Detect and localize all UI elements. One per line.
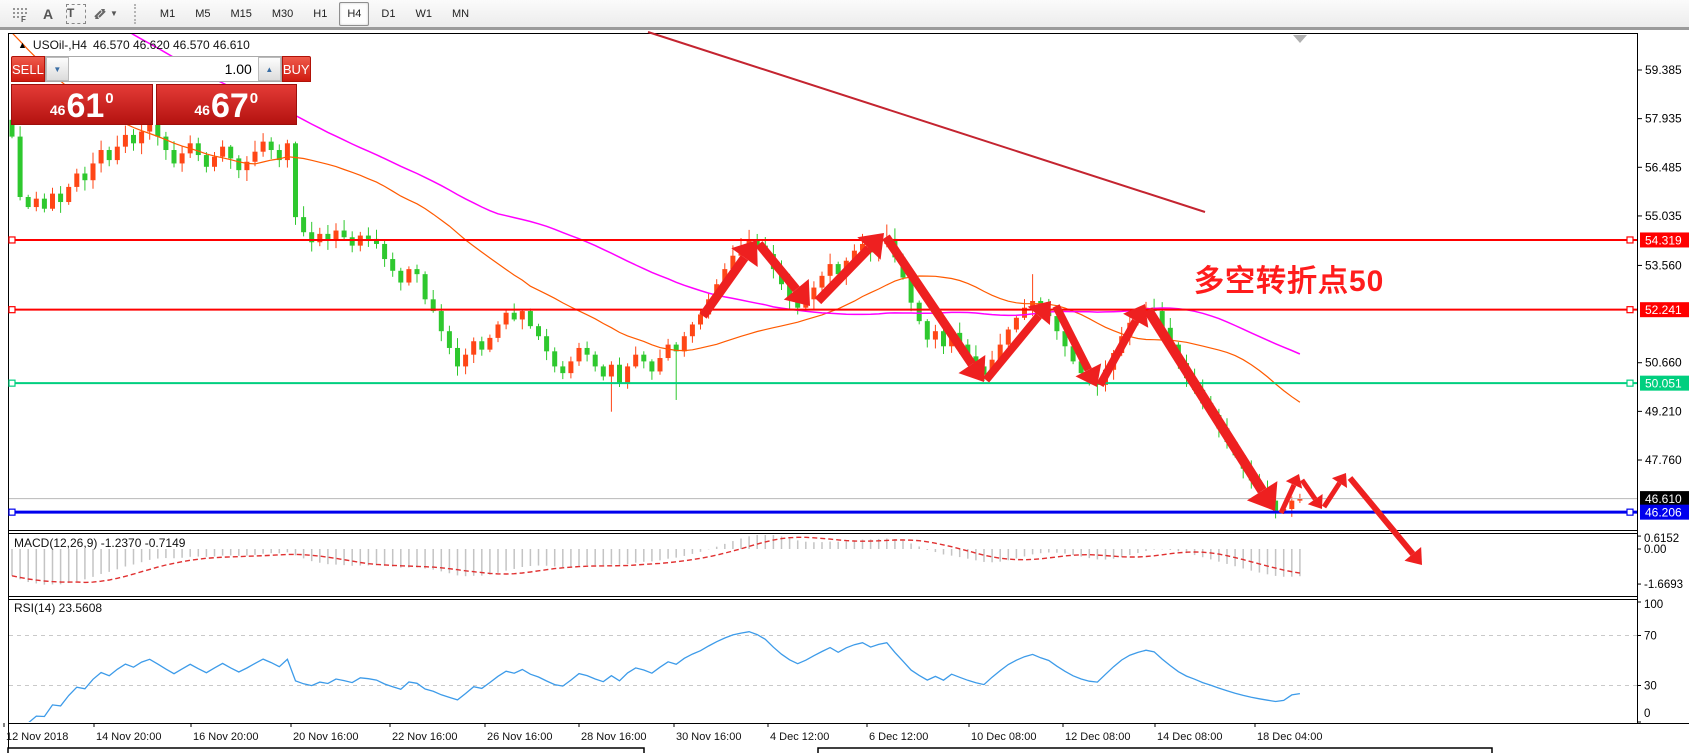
timeframe-h4-button[interactable]: H4: [339, 1, 370, 26]
rsi-tick-label: 100: [1644, 599, 1663, 611]
price-tick-label: 59.385: [1645, 63, 1682, 77]
rsi-levels: [9, 635, 1637, 686]
timeframe-m15-button[interactable]: M15: [230, 7, 252, 20]
rsi-tick-label: 0: [1644, 708, 1650, 720]
trendline[interactable]: [647, 31, 1206, 213]
ma-slow-line: [131, 34, 1301, 355]
pane-borders: [8, 33, 1689, 748]
rsi-tick-label: 30: [1644, 681, 1657, 693]
sell-price-prefix: 46: [49, 102, 66, 118]
svg-text:F: F: [21, 15, 26, 23]
date-tick-label: 16 Nov 20:00: [193, 731, 258, 743]
rsi-line: [28, 631, 1301, 722]
text-label-tool-button[interactable]: T: [63, 1, 89, 27]
price-tick-label: 47.760: [1645, 453, 1682, 467]
sell-button[interactable]: SELL: [11, 56, 45, 82]
date-tick-label: 4 Dec 12:00: [770, 731, 829, 743]
symbol-quote-row: ▲ USOil-,H4 46.570 46.620 46.570 46.610: [18, 38, 250, 52]
price-tick-label: 55.035: [1645, 209, 1682, 223]
volume-input[interactable]: [68, 57, 258, 81]
buy-price-pip: 0: [249, 90, 259, 107]
timeframe-mn-button[interactable]: MN: [451, 7, 470, 20]
price-tick-label: 53.560: [1645, 258, 1682, 272]
up-arrow-icon: ▲: [265, 64, 274, 74]
ma-fast-line: [12, 34, 1301, 403]
rsi-tick-label: 70: [1644, 631, 1657, 643]
buy-price-display[interactable]: 46 67 0: [155, 84, 297, 125]
one-click-trade-panel: SELL ▼ ▲ BUY 46 61 0 46 67 0: [11, 56, 311, 125]
date-tick-label: 10 Dec 08:00: [971, 731, 1036, 743]
date-tick-label: 28 Nov 16:00: [581, 731, 646, 743]
timeframe-d1-button[interactable]: D1: [381, 7, 396, 20]
macd-tick-label: -1.6693: [1644, 579, 1683, 591]
buy-price-main: 67: [210, 87, 249, 125]
timeframe-w1-button[interactable]: W1: [415, 7, 432, 20]
timeframe-m30-button[interactable]: M30: [271, 7, 294, 20]
price-tick-label: 56.485: [1645, 160, 1682, 174]
dot-grid-icon: F: [13, 7, 27, 23]
macd-histogram: [11, 535, 1301, 585]
price-line-label: 46.610: [1645, 492, 1682, 506]
buy-price-prefix: 46: [194, 102, 210, 118]
date-tick-label: 26 Nov 16:00: [487, 731, 552, 743]
letter-a-icon: A: [42, 5, 54, 22]
price-line-label: 54.319: [1645, 233, 1682, 247]
price-axis[interactable]: 59.385 57.935 56.485 55.035 53.560 50.660 49.2…: [1637, 63, 1689, 520]
support-resistance-lines[interactable]: [8, 236, 1637, 516]
last-bar-marker-icon[interactable]: [1293, 35, 1307, 43]
background-window-strips: [7, 747, 1493, 753]
down-arrow-icon: ▼: [53, 64, 62, 74]
template-grid-button[interactable]: F: [7, 1, 33, 27]
volume-decrease-button[interactable]: ▼: [45, 57, 69, 81]
toolbar-separator: [133, 3, 142, 24]
date-axis[interactable]: 12 Nov 2018 14 Nov 20:00 16 Nov 20:00 20 No…: [3, 723, 1322, 743]
date-tick-label: 12 Nov 2018: [6, 731, 68, 743]
arrange-tool-button[interactable]: ▼: [91, 1, 119, 27]
timeframe-m1-button[interactable]: M1: [159, 7, 176, 20]
sell-price-pip: 0: [105, 90, 114, 107]
macd-tick-label: 0.6152: [1644, 533, 1679, 545]
rsi-label: RSI(14) 23.5608: [14, 601, 103, 615]
chevron-down-icon: ▼: [110, 9, 118, 18]
chart-annotation-text: 多空转折点50: [1194, 265, 1385, 298]
date-tick-label: 18 Dec 04:00: [1257, 731, 1322, 743]
quote-ohlc: 46.570 46.620 46.570 46.610: [92, 38, 250, 52]
volume-increase-button[interactable]: ▲: [257, 57, 281, 81]
timeframe-h1-button[interactable]: H1: [313, 7, 328, 20]
macd-label: MACD(12,26,9) -1.2370 -0.7149: [14, 536, 186, 550]
date-tick-label: 20 Nov 16:00: [293, 731, 358, 743]
date-tick-label: 6 Dec 12:00: [869, 731, 928, 743]
swap-arrows-icon: [94, 8, 106, 19]
symbol-title: USOil-,H4: [32, 38, 87, 52]
price-line-label: 52.241: [1645, 303, 1682, 317]
timeframe-m5-button[interactable]: M5: [195, 7, 211, 20]
trend-arrows[interactable]: [699, 233, 1422, 565]
date-tick-label: 14 Dec 08:00: [1157, 731, 1222, 743]
date-tick-label: 22 Nov 16:00: [392, 731, 457, 743]
macd-tick-label: 0.00: [1644, 544, 1666, 556]
sell-price-main: 61: [66, 87, 105, 125]
collapse-triangle-icon[interactable]: ▲: [18, 40, 27, 50]
text-tool-button[interactable]: A: [35, 1, 61, 27]
volume-group: ▼ ▲: [44, 56, 282, 82]
boxed-t-icon: T: [66, 3, 86, 24]
date-tick-label: 12 Dec 08:00: [1065, 731, 1130, 743]
price-line-label: 50.051: [1645, 377, 1682, 391]
sell-price-display[interactable]: 46 61 0: [11, 84, 153, 125]
price-tick-label: 49.210: [1645, 404, 1682, 418]
candles-layer: [9, 117, 1303, 519]
toolbar: F A T ▼ M1 M5 M15 M30 H1 H4 D1 W1 MN: [0, 0, 1689, 30]
price-tick-label: 57.935: [1645, 112, 1682, 126]
date-tick-label: 30 Nov 16:00: [676, 731, 741, 743]
buy-button[interactable]: BUY: [281, 56, 311, 82]
date-tick-label: 14 Nov 20:00: [96, 731, 161, 743]
price-tick-label: 50.660: [1645, 356, 1682, 370]
price-line-label: 46.206: [1645, 506, 1682, 520]
macd-signal-line: [11, 536, 1301, 584]
